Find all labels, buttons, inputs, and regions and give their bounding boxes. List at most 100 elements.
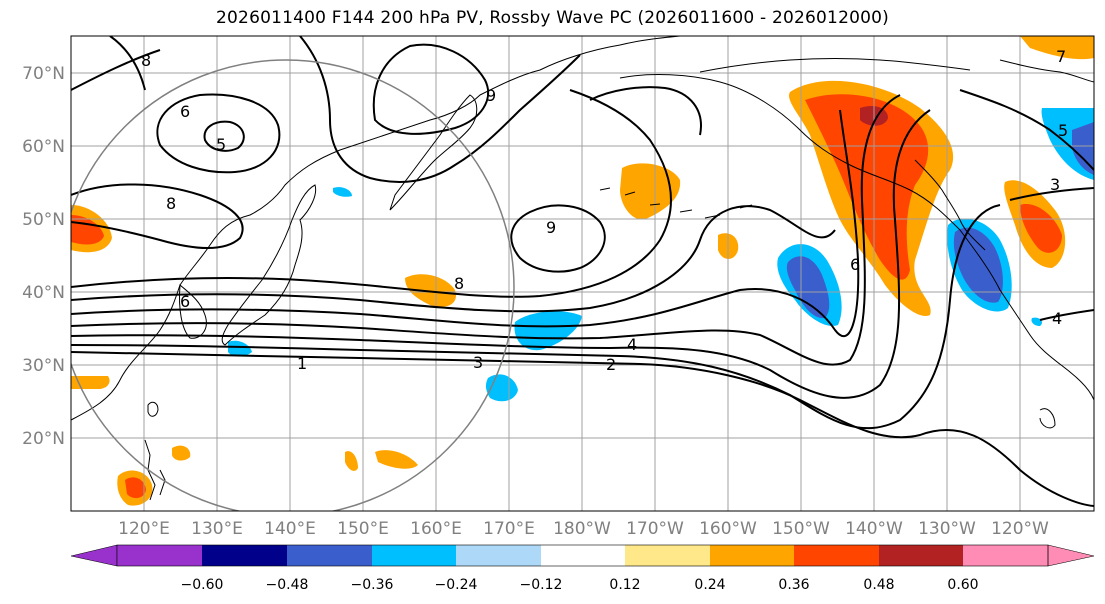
- colorbar-bin: [372, 545, 456, 566]
- lat-labels: 20°N 30°N 40°N 50°N 60°N 70°N: [22, 64, 65, 449]
- colorbar-extend-left: [70, 544, 118, 567]
- contour-16: [1009, 187, 1094, 201]
- coast-hudson: [999, 59, 1094, 83]
- contour-8: [510, 204, 606, 273]
- contour-label: 4: [1052, 309, 1062, 328]
- colorbar-bin: [963, 545, 1048, 566]
- colorbar-tick: −0.48: [266, 577, 309, 593]
- contour-label: 3: [473, 353, 483, 372]
- positive-anomaly-central-pacific: [620, 163, 681, 220]
- contour-label: 8: [141, 51, 151, 70]
- contour-label: 6: [180, 102, 190, 121]
- colorbar-tick: −0.12: [520, 577, 563, 593]
- lat-label: 20°N: [22, 429, 65, 449]
- colorbar-tick: −0.36: [351, 577, 394, 593]
- contour-label: 2: [606, 355, 616, 374]
- contour-13: [299, 36, 581, 183]
- contour-11: [71, 183, 244, 249]
- negative-anomaly-small-1: [333, 187, 352, 197]
- lat-label: 70°N: [22, 64, 65, 84]
- contour-17: [1039, 309, 1094, 321]
- lat-label: 50°N: [22, 210, 65, 230]
- lon-label: 140°E: [264, 519, 316, 539]
- lon-label: 180°W: [553, 519, 611, 539]
- lon-label: 120°W: [991, 519, 1049, 539]
- contour-9: [156, 93, 281, 174]
- contour-2: [71, 204, 1001, 430]
- positive-anomaly-small-4: [345, 451, 358, 471]
- lon-label: 160°E: [410, 519, 462, 539]
- lat-label: 30°N: [22, 356, 65, 376]
- lon-label: 170°W: [626, 519, 684, 539]
- coast-mexico: [1039, 408, 1056, 429]
- radius-circle: [71, 59, 515, 511]
- positive-anomaly-small-3: [172, 445, 191, 461]
- contour-label: 6: [180, 292, 190, 311]
- negative-anomaly-gulf-core: [786, 256, 830, 319]
- colorbar-tick: 0.12: [609, 577, 640, 593]
- negative-anomaly-westcoast-core: [953, 227, 1003, 303]
- negative-anomaly-japan: [228, 340, 252, 357]
- lon-label: 130°W: [918, 519, 976, 539]
- contour-label: 3: [1050, 175, 1060, 194]
- lon-label: 150°E: [337, 519, 389, 539]
- contour-label: 9: [546, 218, 556, 237]
- positive-anomaly-alaska-core: [805, 94, 929, 280]
- positive-anomaly-sw-core: [125, 477, 146, 499]
- map-title: 2026011400 F144 200 hPa PV, Rossby Wave …: [216, 8, 889, 28]
- colorbar-tick: 0.48: [863, 577, 894, 593]
- coast-asia: [71, 36, 681, 421]
- coast-taiwan: [147, 401, 159, 417]
- lon-label: 150°W: [772, 519, 830, 539]
- colorbar-tick: −0.24: [435, 577, 478, 593]
- contour-18: [589, 86, 702, 136]
- colorbar-tick: 0.24: [694, 577, 725, 593]
- colorbar-tick: 0.36: [778, 577, 809, 593]
- lon-label: 130°E: [191, 519, 243, 539]
- colorbar-bin: [794, 545, 879, 566]
- colorbar: −0.60 −0.48 −0.36 −0.24 −0.12 0.12 0.24 …: [70, 544, 1095, 593]
- contour-10: [203, 120, 245, 152]
- colorbar-bin: [710, 545, 794, 566]
- negative-anomaly-small-2: [1031, 317, 1043, 326]
- coastlines: [71, 36, 1094, 501]
- pv-contours: [71, 36, 1094, 507]
- colorbar-frame: [116, 544, 1049, 567]
- lat-label: 40°N: [22, 283, 65, 303]
- contour-label: 7: [1056, 47, 1066, 66]
- contour-labels: 8 6 5 9 8 6 9 8 1 3 2 4 6 3 4 5 7: [141, 47, 1068, 374]
- contour-label: 5: [1058, 121, 1068, 140]
- lon-label: 140°W: [845, 519, 903, 539]
- contour-12: [372, 43, 490, 135]
- contour-4: [71, 94, 901, 366]
- contour-label: 1: [297, 354, 307, 373]
- contour-6: [71, 205, 836, 313]
- positive-anomaly-small-5: [375, 450, 418, 469]
- negative-anomaly-pacific-1: [514, 311, 582, 351]
- lat-label: 60°N: [22, 137, 65, 157]
- colorbar-bin: [541, 545, 625, 566]
- colorbar-bin: [879, 545, 963, 566]
- coast-korea: [179, 283, 207, 339]
- contour-7: [71, 89, 672, 298]
- lon-label: 120°E: [118, 519, 170, 539]
- contour-label: 8: [166, 194, 176, 213]
- lon-labels: 120°E 130°E 140°E 150°E 160°E 170°E 180°…: [118, 519, 1049, 539]
- contour-label: 6: [850, 255, 860, 274]
- contour-label: 5: [216, 135, 226, 154]
- contour-label: 9: [486, 86, 496, 105]
- contour-14: [71, 36, 161, 91]
- contour-15: [959, 89, 1094, 171]
- coast-bc: [914, 159, 986, 251]
- contour-5: [71, 109, 860, 338]
- lon-label: 170°E: [483, 519, 535, 539]
- colorbar-bin: [117, 545, 202, 566]
- positive-anomaly-ne-corner: [1020, 36, 1094, 60]
- coast-arctic: [699, 58, 971, 73]
- coast-kamchatka: [389, 94, 478, 211]
- colorbar-bin: [625, 545, 710, 566]
- colorbar-tick: −0.60: [181, 577, 224, 593]
- contour-3: [71, 109, 931, 399]
- contour-label: 8: [454, 274, 464, 293]
